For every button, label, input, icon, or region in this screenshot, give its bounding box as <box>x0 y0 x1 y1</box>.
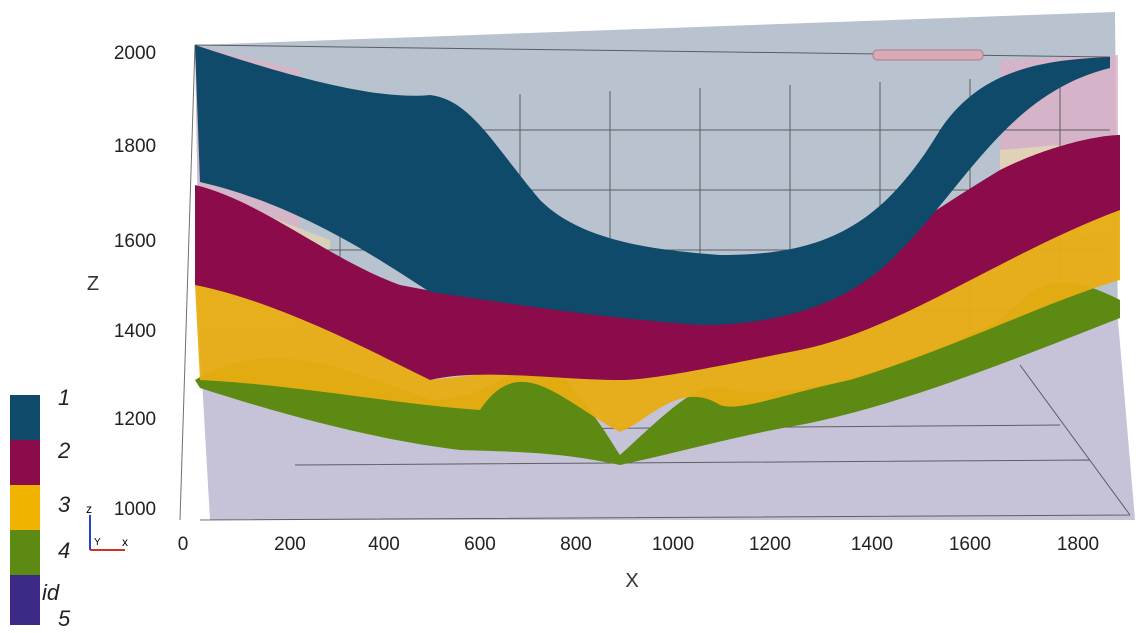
legend-swatch <box>10 440 40 485</box>
legend-swatch <box>10 395 40 440</box>
scale-bar <box>873 50 983 60</box>
z-tick-label: 1400 <box>114 321 156 342</box>
x-tick-label: 200 <box>274 534 306 555</box>
z-tick-label: 2000 <box>114 43 156 64</box>
z-tick-label: 1000 <box>114 499 156 520</box>
legend-label: 1 <box>58 385 70 410</box>
legend-label: 3 <box>58 492 71 517</box>
legend-label: 4 <box>58 538 70 563</box>
x-tick-label: 1600 <box>949 534 991 555</box>
x-tick-label: 800 <box>560 534 592 555</box>
page: {"axes": {"z_label": "Z", "z_ticks": [20… <box>0 0 1138 633</box>
legend-title: id <box>42 580 60 605</box>
z-tick-label: 1800 <box>114 136 156 157</box>
x-tick-label: 0 <box>178 534 189 555</box>
x-axis-title: X <box>625 570 638 592</box>
x-tick-label: 1200 <box>749 534 791 555</box>
x-tick-label: 1000 <box>652 534 694 555</box>
scene: z Y x 2000180016001400120010000200400600… <box>0 0 1138 628</box>
x-tick-label: 1800 <box>1057 534 1099 555</box>
legend-label: 2 <box>57 438 70 463</box>
legend-swatch <box>10 485 40 530</box>
z-tick-label: 1600 <box>114 231 156 252</box>
x-tick-label: 1400 <box>851 534 893 555</box>
z-axis-title: Z <box>87 273 99 295</box>
orient-x: x <box>122 535 128 549</box>
legend-swatch <box>10 530 40 575</box>
orient-y: Y <box>94 537 101 548</box>
orient-z: z <box>86 502 92 516</box>
z-tick-label: 1200 <box>114 409 156 430</box>
x-tick-label: 400 <box>368 534 400 555</box>
legend-swatch <box>10 575 40 625</box>
x-tick-label: 600 <box>464 534 496 555</box>
legend <box>10 395 40 625</box>
legend-label: 5 <box>58 606 71 628</box>
